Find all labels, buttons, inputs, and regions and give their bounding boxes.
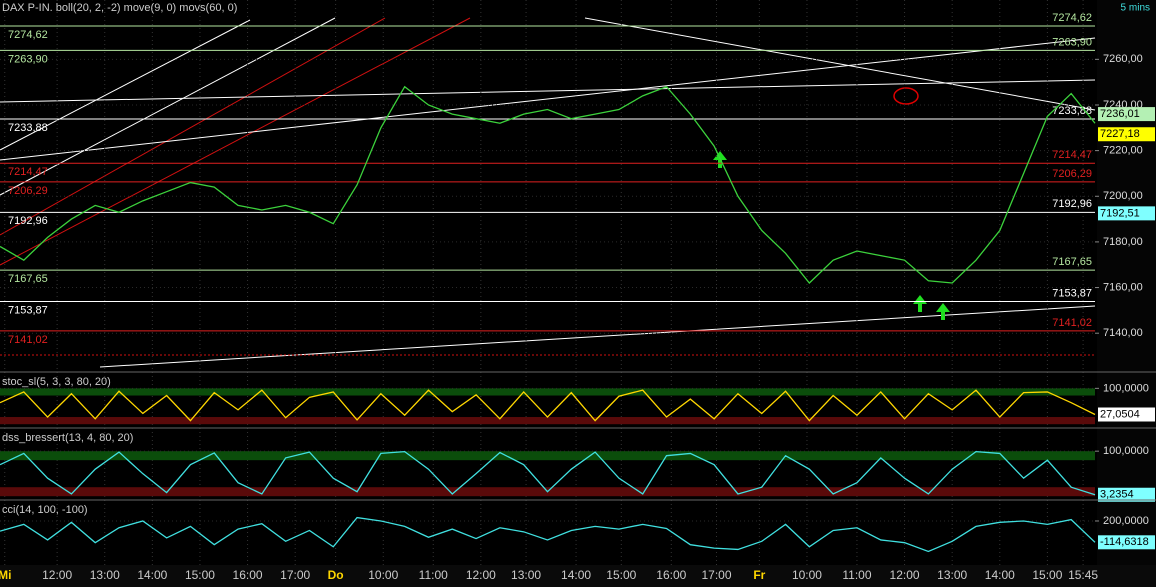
x-tick-label: 15:45: [1068, 568, 1098, 582]
y-tick-label: 200,0000: [1103, 515, 1149, 527]
x-tick-label: 14:00: [561, 568, 591, 582]
x-tick-label: 10:00: [792, 568, 822, 582]
x-tick-label: 12:00: [890, 568, 920, 582]
level-label: 7206,29: [8, 185, 48, 197]
x-tick-label: 13:00: [937, 568, 967, 582]
level-label: 7167,65: [1052, 256, 1092, 268]
x-tick-label: 14:00: [985, 568, 1015, 582]
panel-title: DAX P-IN. boll(20, 2, -2) move(9, 0) mov…: [2, 2, 237, 14]
level-label: 7274,62: [1052, 12, 1092, 24]
value-box: [1098, 407, 1155, 422]
x-tick-label: 12:00: [466, 568, 496, 582]
x-tick-label: Do: [328, 568, 344, 582]
value-box-label: 7227,18: [1100, 128, 1140, 140]
level-label: 7153,87: [1052, 287, 1092, 299]
level-label: 7141,02: [1052, 317, 1092, 329]
x-tick-label: Fr: [753, 568, 765, 582]
panel-title: cci(14, 100, -100): [2, 504, 88, 516]
price-line: [0, 516, 1096, 553]
zone: [0, 388, 1095, 396]
x-tick-label: 15:00: [185, 568, 215, 582]
x-tick-label: 10:00: [368, 568, 398, 582]
value-box: [1098, 206, 1155, 221]
level-label: 7274,62: [8, 29, 48, 41]
trend-line: [584, 17, 1096, 111]
y-tick-label: 7220,00: [1103, 145, 1143, 157]
x-tick-label: 14:00: [137, 568, 167, 582]
buy-arrow: [913, 295, 927, 312]
trend-line: [0, 19, 251, 151]
timeframe: 5 mins: [1121, 3, 1150, 14]
trend-line: [0, 17, 471, 266]
price-line: [0, 450, 1096, 496]
panel-title: dss_bressert(13, 4, 80, 20): [2, 432, 133, 444]
y-tick-label: 7200,00: [1103, 190, 1143, 202]
level-label: 7153,87: [8, 304, 48, 316]
level-label: 7214,47: [1052, 149, 1092, 161]
price-axis-area: [1097, 0, 1156, 565]
x-tick-label: 11:00: [842, 568, 871, 582]
x-tick-label: 16:00: [656, 568, 686, 582]
value-box: [1098, 107, 1155, 122]
x-tick-label: 17:00: [280, 568, 310, 582]
value-box: [1098, 487, 1155, 502]
level-label: 7233,88: [8, 122, 48, 134]
y-tick-label: 7140,00: [1103, 327, 1143, 339]
value-box: [1098, 535, 1155, 550]
level-label: 7263,90: [1052, 36, 1092, 48]
price-line: [0, 389, 1096, 422]
zone: [0, 417, 1095, 425]
y-tick-label: 100,0000: [1103, 382, 1149, 394]
level-label: 7192,96: [1052, 198, 1092, 210]
x-tick-label: Mi: [0, 568, 11, 582]
zone: [0, 451, 1095, 461]
panel-title: stoc_sl(5, 3, 3, 80, 20): [2, 376, 111, 388]
level-label: 7141,02: [8, 334, 48, 346]
x-tick-label: 11:00: [419, 568, 448, 582]
x-tick-label: 17:00: [701, 568, 731, 582]
trend-line: [0, 17, 336, 196]
buy-arrow: [936, 303, 950, 320]
level-label: 7263,90: [8, 53, 48, 65]
trend-lines: [0, 17, 1096, 368]
y-tick-label: 100,0000: [1103, 445, 1149, 457]
time-axis-area: [0, 565, 1156, 587]
price-line: [0, 85, 1096, 284]
circle-annotation: [893, 87, 919, 105]
y-tick-label: 7160,00: [1103, 281, 1143, 293]
value-box: [1098, 127, 1155, 142]
x-tick-label: 13:00: [511, 568, 541, 582]
trend-line: [0, 17, 386, 236]
x-tick-label: 15:00: [606, 568, 636, 582]
level-label: 7206,29: [1052, 168, 1092, 180]
trend-line: [99, 305, 1096, 368]
y-tick-label: 7180,00: [1103, 236, 1143, 248]
trend-line: [0, 37, 1096, 161]
x-tick-label: 16:00: [233, 568, 263, 582]
value-box-label: 27,0504: [1100, 408, 1140, 420]
level-label: 7192,96: [8, 215, 48, 227]
value-box-label: 7192,51: [1100, 207, 1140, 219]
level-label: 7167,65: [8, 273, 48, 285]
x-tick-label: 12:00: [42, 568, 72, 582]
y-tick-label: 7260,00: [1103, 53, 1143, 65]
value-box-label: 7236,01: [1100, 108, 1140, 120]
x-tick-label: 15:00: [1032, 568, 1062, 582]
trend-line: [0, 79, 1096, 103]
value-box-label: 3,2354: [1100, 489, 1134, 501]
value-box-label: -114,6318: [1100, 536, 1149, 548]
x-tick-label: 13:00: [90, 568, 120, 582]
level-label: 7214,47: [8, 166, 48, 178]
